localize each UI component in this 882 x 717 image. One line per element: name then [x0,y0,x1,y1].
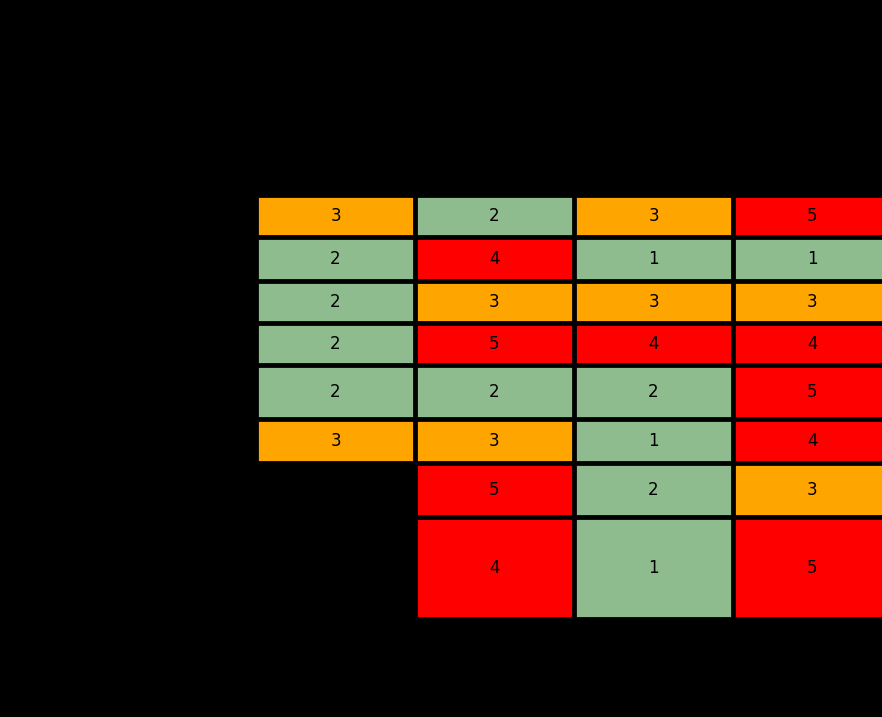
Text: 1: 1 [648,250,659,268]
Text: 2: 2 [330,383,340,401]
Text: 2: 2 [648,481,659,499]
Bar [734,464,882,516]
Bar [575,196,732,236]
Bar [734,366,882,418]
Bar [575,464,732,516]
Text: 2: 2 [648,383,659,401]
Text: 3: 3 [807,481,818,499]
Text: 4: 4 [490,559,500,577]
Text: 4: 4 [807,335,818,353]
Bar [416,282,573,322]
Bar [257,324,414,364]
Text: 5: 5 [807,383,818,401]
Text: 1: 1 [807,250,818,268]
Bar [257,420,414,462]
Text: 2: 2 [330,250,340,268]
Text: 4: 4 [807,432,818,450]
Text: 3: 3 [490,293,500,311]
Text: 5: 5 [490,335,500,353]
Bar [257,366,414,418]
Text: 3: 3 [648,293,659,311]
Bar [416,518,573,618]
Text: 5: 5 [490,481,500,499]
Text: 3: 3 [807,293,818,311]
Bar [416,420,573,462]
Bar [734,238,882,280]
Text: 3: 3 [330,432,340,450]
Text: 2: 2 [330,335,340,353]
Bar [257,196,414,236]
Bar [416,464,573,516]
Bar [575,238,732,280]
Text: 2: 2 [330,293,340,311]
Bar [575,366,732,418]
Bar [734,420,882,462]
Bar [575,420,732,462]
Text: 3: 3 [330,207,340,225]
Bar [734,518,882,618]
Bar [416,366,573,418]
Bar [416,238,573,280]
Bar [575,518,732,618]
Text: 5: 5 [807,559,818,577]
Bar [416,196,573,236]
Bar [734,282,882,322]
Text: 5: 5 [807,207,818,225]
Text: 1: 1 [648,432,659,450]
Bar [257,238,414,280]
Bar [734,196,882,236]
Text: 2: 2 [490,207,500,225]
Text: 3: 3 [648,207,659,225]
Bar [416,324,573,364]
Bar [575,324,732,364]
Text: 2: 2 [490,383,500,401]
Text: 1: 1 [648,559,659,577]
Text: 3: 3 [490,432,500,450]
Bar [734,324,882,364]
Bar [257,282,414,322]
Text: 4: 4 [490,250,500,268]
Text: 4: 4 [648,335,659,353]
Bar [575,282,732,322]
